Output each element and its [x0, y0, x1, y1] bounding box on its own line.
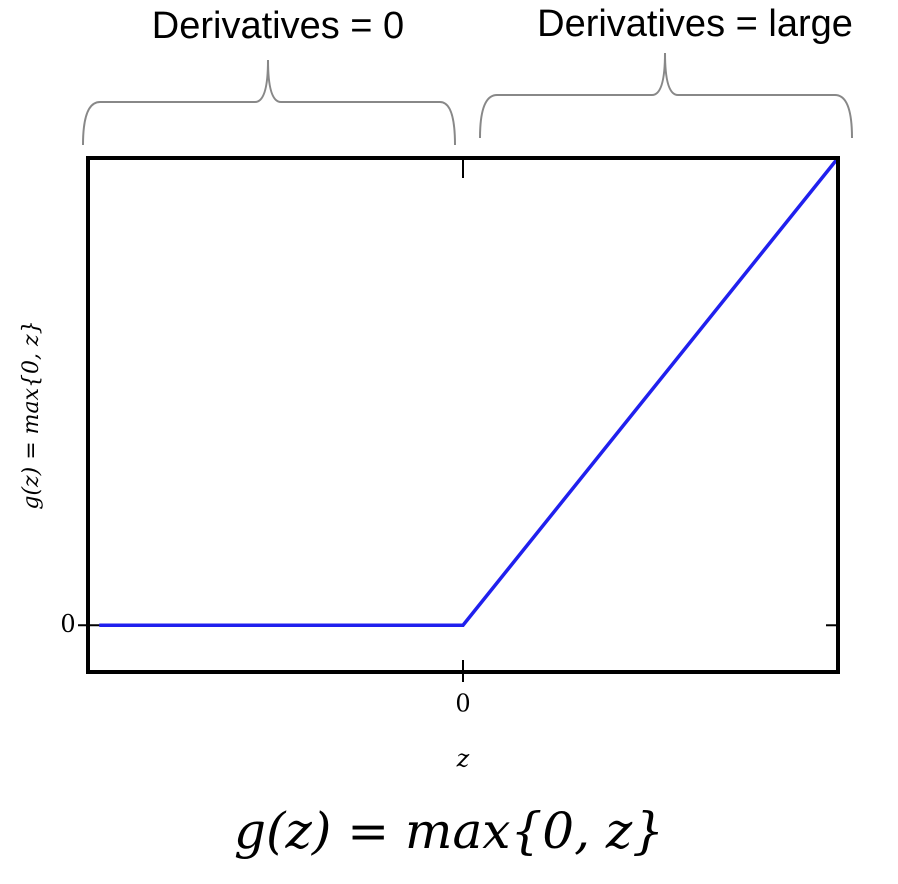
line [99, 156, 840, 628]
brace [82, 59, 456, 146]
annotation: Derivatives = large [537, 3, 853, 45]
x-tick-label: 0 [455, 690, 470, 718]
annotation: Derivatives = 0 [152, 5, 404, 47]
y-tick-label: 0 [60, 610, 75, 638]
y-axis-label: g(z) = max{0, z} [19, 320, 44, 509]
brace [479, 52, 853, 139]
x-axis-label: z [456, 745, 470, 773]
caption: g(z) = max{0, z} [234, 802, 664, 860]
plot-frame [86, 156, 840, 674]
